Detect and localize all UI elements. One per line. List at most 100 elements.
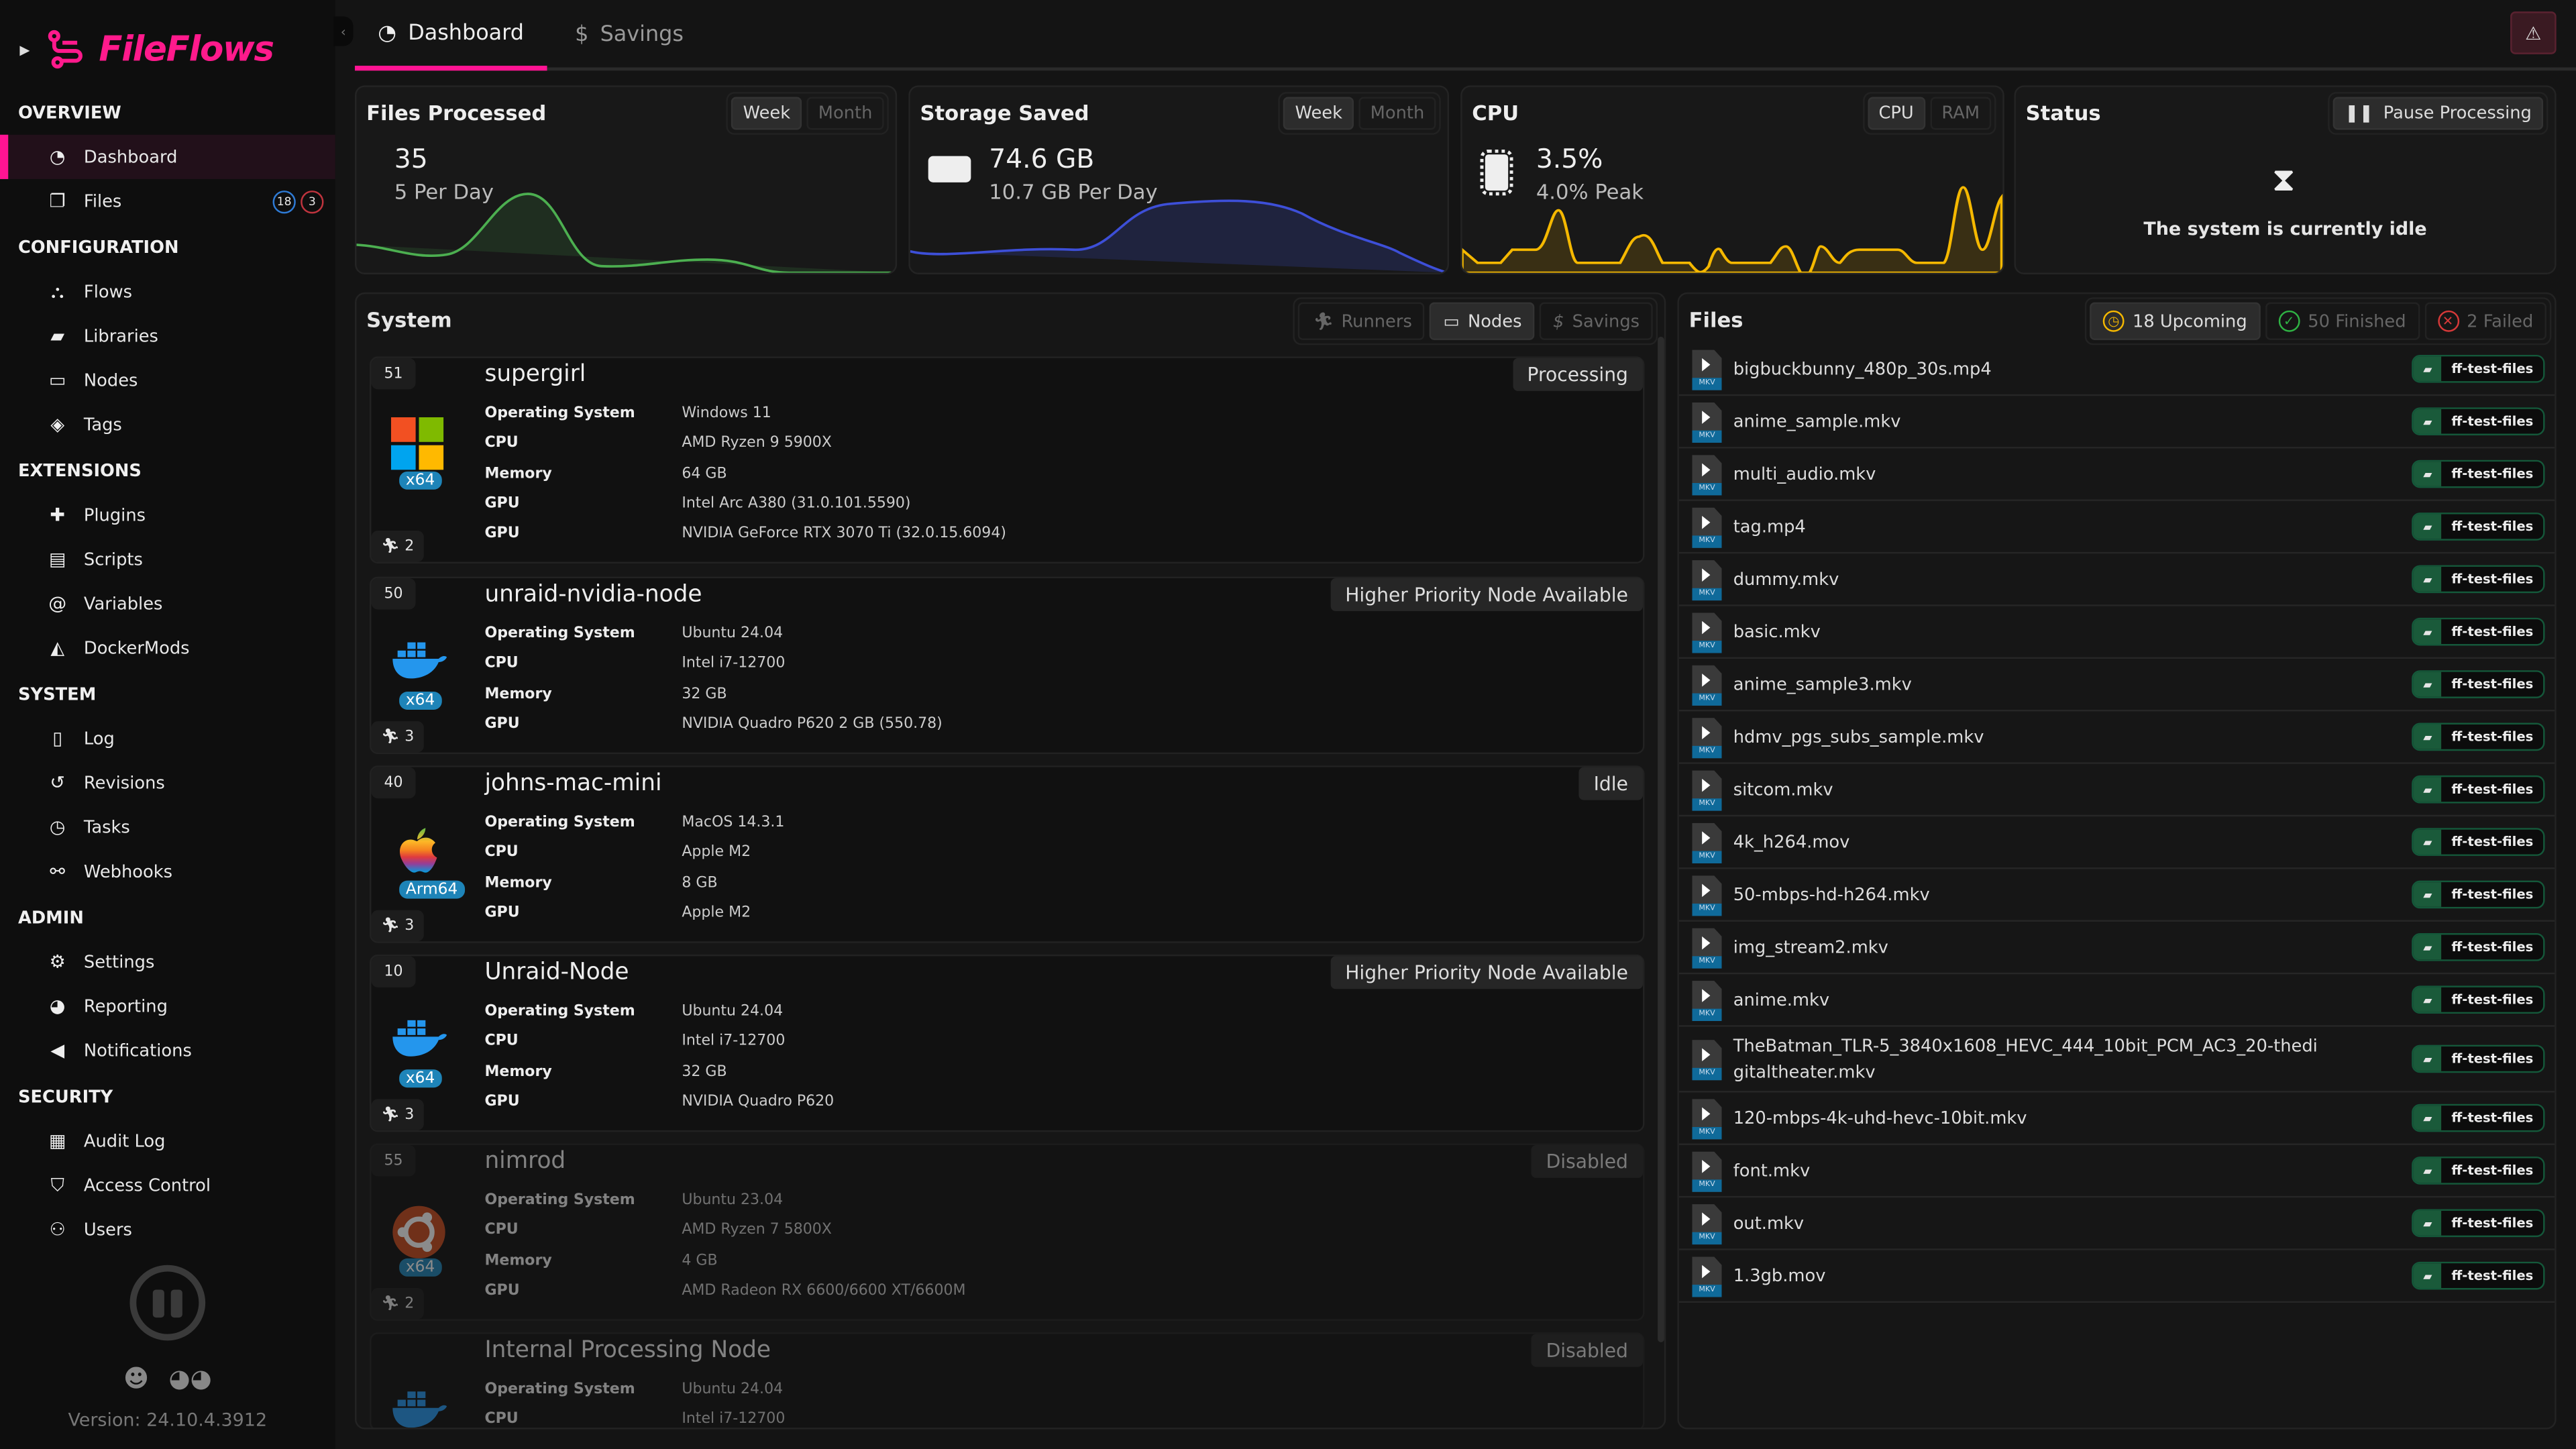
tab-finished[interactable]: ✓ 50 Finished (2265, 302, 2420, 340)
node-card[interactable]: Internal Processing Node Disabled Operatin… (370, 1332, 1645, 1428)
month-button[interactable]: Month (806, 97, 884, 130)
file-row[interactable]: MKV multi_audio.mkv ▰ ff-test-files (1678, 449, 2555, 501)
detail-label: GPU (484, 526, 520, 543)
file-row[interactable]: MKV anime_sample.mkv ▰ ff-test-files (1678, 396, 2555, 449)
library-badge[interactable]: ▰ ff-test-files (2412, 513, 2545, 541)
node-card[interactable]: 40 johns-mac-mini Idle Arm64 Operating Syste… (370, 765, 1645, 943)
library-badge[interactable]: ▰ ff-test-files (2412, 407, 2545, 435)
sidebar-item-plugins[interactable]: ✚ Plugins (0, 493, 335, 537)
cpu-button[interactable]: CPU (1867, 97, 1925, 130)
library-badge[interactable]: ▰ ff-test-files (2412, 1157, 2545, 1185)
library-badge[interactable]: ▰ ff-test-files (2412, 670, 2545, 698)
scroll-icon: ▤ (48, 548, 66, 570)
week-button[interactable]: Week (1283, 97, 1354, 130)
file-row[interactable]: MKV out.mkv ▰ ff-test-files (1678, 1197, 2555, 1250)
file-row[interactable]: MKV hdmv_pgs_subs_sample.mkv ▰ ff-test-file… (1678, 711, 2555, 764)
sidebar-item-files[interactable]: ❐ Files 18 3 (0, 179, 335, 223)
sidebar-item-scripts[interactable]: ▤ Scripts (0, 537, 335, 582)
file-row[interactable]: MKV img_stream2.mkv ▰ ff-test-files (1678, 922, 2555, 975)
node-name: nimrod (484, 1148, 566, 1175)
node-name: Unraid-Node (484, 959, 629, 986)
library-badge[interactable]: ▰ ff-test-files (2412, 460, 2545, 488)
sidebar-item-label: DockerMods (83, 638, 190, 658)
library-badge[interactable]: ▰ ff-test-files (2412, 722, 2545, 751)
sidebar-item-flows[interactable]: ⛬ Flows (0, 270, 335, 314)
sidebar-item-dockermods[interactable]: ◭ DockerMods (0, 626, 335, 670)
tab-dashboard[interactable]: ◔ Dashboard (354, 0, 547, 71)
month-button[interactable]: Month (1358, 97, 1436, 130)
node-card[interactable]: 10 Unraid-Node Higher Priority Node Availa… (370, 954, 1645, 1132)
expand-caret-icon[interactable]: ▶ (19, 42, 30, 57)
file-row[interactable]: MKV sitcom.mkv ▰ ff-test-files (1678, 764, 2555, 817)
tab-runners[interactable]: 🏃︎ Runners (1297, 302, 1426, 340)
file-row[interactable]: MKV 50-mbps-hd-h264.mkv ▰ ff-test-files (1678, 869, 2555, 922)
library-badge[interactable]: ▰ ff-test-files (2412, 617, 2545, 646)
file-row[interactable]: MKV basic.mkv ▰ ff-test-files (1678, 606, 2555, 659)
users-icon: ⚇ (49, 1219, 66, 1240)
logo[interactable]: ▶ FileFlows (19, 30, 274, 69)
library-badge[interactable]: ▰ ff-test-files (2412, 933, 2545, 961)
runner-count: 🏃︎ 3 (371, 721, 424, 753)
file-row[interactable]: MKV 4k_h264.mov ▰ ff-test-files (1678, 816, 2555, 869)
file-row[interactable]: MKV bigbuckbunny_480p_30s.mp4 ▰ ff-test-fil… (1678, 343, 2555, 396)
file-row[interactable]: MKV 1.3gb.mov ▰ ff-test-files (1678, 1250, 2555, 1303)
library-badge[interactable]: ▰ ff-test-files (2412, 1261, 2545, 1290)
pause-all-button[interactable] (129, 1265, 206, 1341)
sidebar-item-tasks[interactable]: ◷ Tasks (0, 805, 335, 849)
library-badge[interactable]: ▰ ff-test-files (2412, 775, 2545, 804)
sidebar-item-notifications[interactable]: ◀ Notifications (0, 1028, 335, 1073)
runner-icon: 🏃︎ (380, 917, 400, 934)
tab-savings[interactable]: $ Savings (575, 0, 684, 70)
sidebar-item-access-control[interactable]: ⛉ Access Control (0, 1163, 335, 1208)
sidebar-item-audit-log[interactable]: ▦ Audit Log (0, 1119, 335, 1163)
library-badge[interactable]: ▰ ff-test-files (2412, 354, 2545, 383)
detail-label: GPU (484, 1283, 520, 1300)
node-card[interactable]: 55 nimrod Disabled x64 Operating System Ubunt… (370, 1143, 1645, 1321)
library-badge[interactable]: ▰ ff-test-files (2412, 565, 2545, 594)
node-details: Operating System Ubuntu 24.04 CPU Intel i7-… (484, 1375, 785, 1428)
node-card[interactable]: 51 supergirl Processing x64 Operating System… (370, 356, 1645, 564)
file-row[interactable]: MKV anime_sample3.mkv ▰ ff-test-files (1678, 659, 2555, 712)
library-badge[interactable]: ▰ ff-test-files (2412, 1104, 2545, 1132)
pause-processing-button[interactable]: ❚❚ Pause Processing (2332, 97, 2544, 130)
ram-button[interactable]: RAM (1930, 97, 1992, 130)
tab-failed[interactable]: ✕ 2 Failed (2424, 302, 2546, 340)
library-badge[interactable]: ▰ ff-test-files (2412, 1209, 2545, 1238)
file-row[interactable]: MKV tag.mp4 ▰ ff-test-files (1678, 501, 2555, 554)
warning-button[interactable]: ⚠ (2510, 11, 2557, 54)
sidebar-item-webhooks[interactable]: ⚯ Webhooks (0, 849, 335, 894)
tab-upcoming[interactable]: ◷ 18 Upcoming (2090, 302, 2261, 340)
file-row[interactable]: MKV 120-mbps-4k-uhd-hevc-10bit.mkv ▰ ff-tes… (1678, 1093, 2555, 1145)
sidebar-item-dashboard[interactable]: ◔ Dashboard (0, 134, 335, 179)
sidebar-item-variables[interactable]: @ Variables (0, 582, 335, 626)
sidebar-item-nodes[interactable]: ▭ Nodes (0, 358, 335, 402)
library-badge[interactable]: ▰ ff-test-files (2412, 1044, 2545, 1073)
pause-processing-label: Pause Processing (2383, 103, 2532, 123)
sidebar-item-libraries[interactable]: ▰ Libraries (0, 314, 335, 358)
sidebar-item-revisions[interactable]: ↺ Revisions (0, 761, 335, 805)
file-name: out.mkv (1733, 1213, 1805, 1233)
sidebar-item-reporting[interactable]: ◕ Reporting (0, 984, 335, 1028)
sidebar-item-log[interactable]: ▯ Log (0, 716, 335, 761)
tab-savings[interactable]: $ Savings (1540, 302, 1653, 340)
library-name: ff-test-files (2441, 462, 2544, 486)
library-badge[interactable]: ▰ ff-test-files (2412, 985, 2545, 1014)
reddit-icon[interactable]: ☻ (123, 1363, 150, 1393)
discord-icon[interactable]: ◕◕ (168, 1363, 212, 1393)
file-row[interactable]: MKV dummy.mkv ▰ ff-test-files (1678, 553, 2555, 606)
folder-icon: ▰ (2414, 462, 2442, 486)
sidebar-item-settings[interactable]: ⚙ Settings (0, 940, 335, 984)
node-card[interactable]: 50 unraid-nvidia-node Higher Priority Node… (370, 576, 1645, 755)
file-row[interactable]: MKV font.mkv ▰ ff-test-files (1678, 1145, 2555, 1198)
week-button[interactable]: Week (731, 97, 802, 130)
file-row[interactable]: MKV TheBatman_TLR-5_3840x1608_HEVC_444_10… (1678, 1027, 2555, 1093)
sidebar-item-tags[interactable]: ◈ Tags (0, 402, 335, 447)
collapse-sidebar-button[interactable]: ‹ (333, 16, 354, 46)
file-row[interactable]: MKV anime.mkv ▰ ff-test-files (1678, 974, 2555, 1027)
library-badge[interactable]: ▰ ff-test-files (2412, 828, 2545, 856)
system-scrollbar[interactable] (1658, 337, 1664, 1342)
tab-nodes[interactable]: ▭ Nodes (1430, 302, 1536, 340)
sidebar-item-users[interactable]: ⚇ Users (0, 1208, 335, 1252)
library-badge[interactable]: ▰ ff-test-files (2412, 880, 2545, 909)
